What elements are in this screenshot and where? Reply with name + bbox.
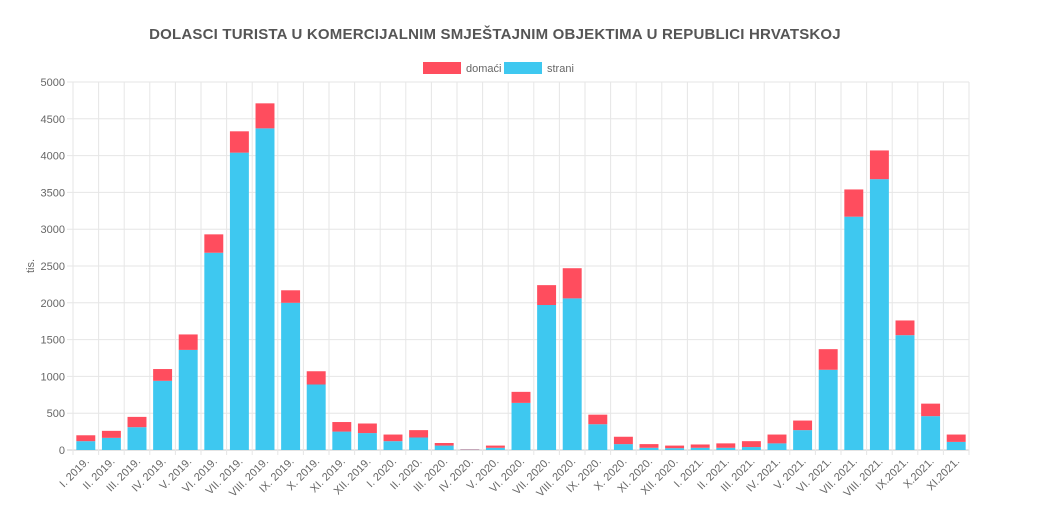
bar-domaći [537,285,557,306]
bar-strani [869,179,889,451]
bar-strani [511,402,531,450]
bar-strani [665,448,685,450]
bar-domaći [383,434,403,442]
bar-domaći [793,420,813,431]
bar-strani [793,430,813,450]
bar-domaći [741,441,761,448]
y-tick-label: 0 [59,445,65,457]
bar-domaći [895,320,915,336]
bar-domaći [613,436,633,445]
bar-strani [946,441,966,450]
bar-domaći [562,268,582,299]
y-tick-label: 1500 [41,335,65,347]
bar-domaći [716,443,736,448]
bar-domaći [485,445,505,448]
y-axis-label: tis. [25,259,37,273]
bar-strani [101,437,121,450]
bar-strani [127,427,147,450]
bar-domaći [357,423,377,434]
bar-strani [895,335,915,450]
bar-domaći [101,430,121,438]
bar-domaći [639,444,659,448]
bar-domaći [588,414,608,425]
bar-domaći [921,403,941,417]
bar-domaći [665,445,685,449]
bar-strani [178,349,198,450]
legend-swatch-strani [504,62,542,74]
y-tick-label: 2500 [41,261,65,273]
bar-strani [383,441,403,450]
bar-strani [332,431,352,450]
y-tick-label: 2000 [41,298,65,310]
bar-domaći [818,349,838,370]
legend-label-domaći: domaći [466,63,501,75]
bar-strani [306,384,326,450]
bar-strani [741,447,761,450]
legend-swatch-domaći [423,62,461,74]
y-tick-label: 500 [47,408,65,420]
bar-domaći [511,391,531,403]
bar-domaći [127,416,147,428]
bar-strani [844,216,864,450]
bar-domaći [844,189,864,217]
bar-domaći [76,435,96,442]
bar-domaći [332,422,352,432]
bar-domaći [204,234,224,253]
bar-strani [537,305,557,450]
bar-strani [562,298,582,450]
bar-strani [153,380,173,450]
bar-strani [434,445,454,450]
y-tick-label: 4500 [41,114,65,126]
bar-domaći [229,131,249,153]
bar-strani [818,369,838,450]
bar-domaći [946,434,966,442]
bar-domaći [434,443,454,446]
y-tick-label: 1000 [41,371,65,383]
bar-strani [716,447,736,450]
y-tick-label: 4000 [41,151,65,163]
bar-strani [485,447,505,450]
bar-strani [690,447,710,450]
bar-strani [588,424,608,450]
y-tick-label: 5000 [41,77,65,89]
bar-domaći [306,371,326,385]
bar-strani [921,416,941,450]
bar-strani [204,252,224,450]
y-tick-label: 3000 [41,224,65,236]
bar-domaći [153,369,173,381]
bar-domaći [869,150,889,180]
bar-domaći [281,290,301,303]
bar-strani [255,128,275,451]
bar-strani [76,441,96,450]
y-tick-label: 3500 [41,187,65,199]
chart-title: DOLASCI TURISTA U KOMERCIJALNIM SMJEŠTAJ… [149,26,841,43]
bar-strani [767,443,787,450]
bar-strani [639,447,659,450]
legend-label-strani: strani [547,63,574,75]
bar-domaći [409,430,429,438]
bar-strani [357,433,377,450]
bar-domaći [178,334,198,350]
bar-strani [613,444,633,450]
bar-domaći [690,444,710,448]
bar-strani [229,152,249,450]
bar-strani [281,302,301,450]
bar-domaći [767,434,787,444]
bar-strani [409,437,429,450]
bar-domaći [255,103,275,129]
